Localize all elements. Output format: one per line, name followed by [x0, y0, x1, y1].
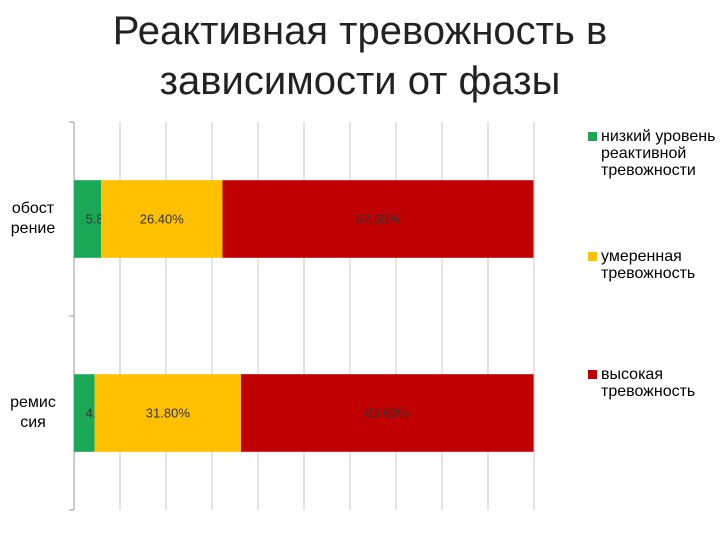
- bar-segment: [240, 374, 534, 452]
- legend-swatch: [588, 252, 597, 261]
- data-label: 63.60%: [365, 405, 410, 420]
- bar-segment: [222, 180, 534, 258]
- y-tick-label: обост рение: [10, 200, 56, 237]
- legend-label: низкий уровень реактивной тревожности: [601, 128, 716, 179]
- legend-swatch: [588, 370, 597, 379]
- data-label: 26.40%: [140, 211, 185, 226]
- bar-segment: [94, 374, 241, 452]
- chart-title: Реактивная тревожность в зависимости от …: [112, 9, 608, 103]
- y-tick-label: ремис сия: [10, 394, 56, 431]
- legend-label: высокая тревожность: [601, 366, 696, 400]
- data-label: 31.80%: [146, 405, 191, 420]
- bar-segment: [74, 180, 102, 258]
- bar-segment: [74, 374, 95, 452]
- legend-swatch: [588, 132, 597, 141]
- bar-segment: [101, 180, 223, 258]
- legend-label: умеренная тревожность: [601, 248, 696, 282]
- data-label: 67.60%: [356, 211, 401, 226]
